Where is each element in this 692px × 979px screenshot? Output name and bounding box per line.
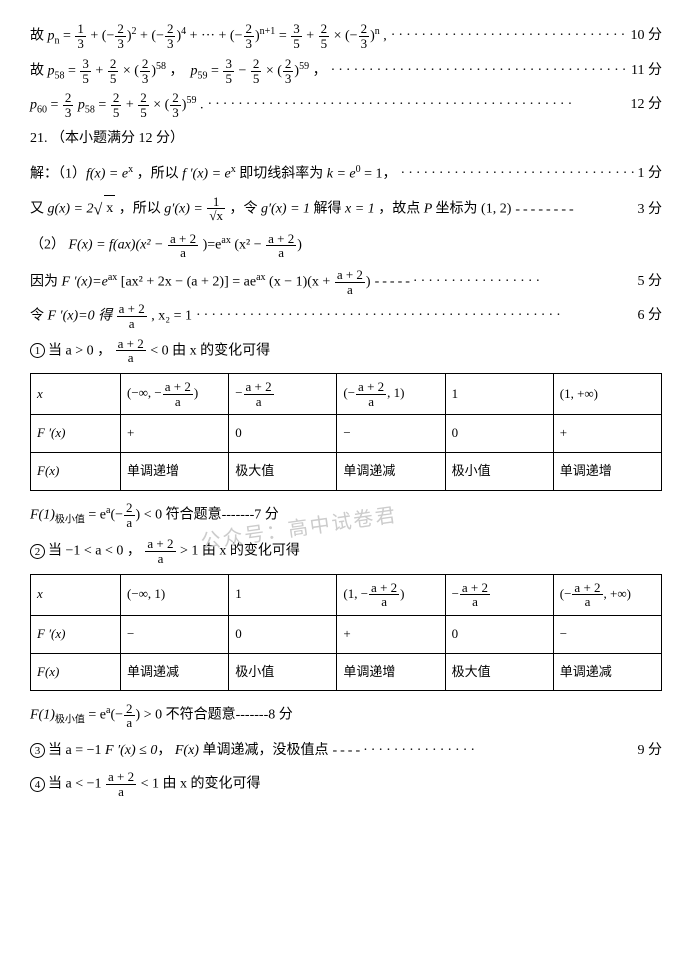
eq-p58-p59: 故 p58 = 35 + 25 × (23)58 ， p59 = 35 − 25…	[30, 57, 662, 86]
part2-Fx: （2） F(x) = f(ax)(x² − a + 2a )=eax (x² −…	[30, 231, 662, 260]
sol-1: 解：（1）f(x) = ex ，所以 f ′(x) = ex 即切线斜率为 k …	[30, 160, 662, 188]
case1: 1当 a > 0 ， a + 2a < 0 由 x 的变化可得	[30, 337, 662, 365]
case4: 4当 a < −1 a + 2a < 1 由 x 的变化可得	[30, 770, 662, 798]
q21-header: 21. （本小题满分 12 分）	[30, 126, 662, 153]
eq-pn: 故 pn = 13 + (−23)2 + (−23)4 + ··· + (−23…	[30, 22, 662, 51]
table-case2: x (−∞, 1) 1 (1, −a + 2a) −a + 2a (−a + 2…	[30, 574, 662, 692]
sol-gx: 又 g(x) = 2√x ，所以 g′(x) = 1√x ，令 g′(x) = …	[30, 195, 662, 226]
case3: 3当 a = −1 F ′(x) ≤ 0， F(x) 单调递减，没极值点 ---…	[30, 738, 662, 765]
eq-p60: p60 = 23 p58 = 25 + 25 × (23)59 . ······…	[30, 91, 662, 120]
Fzero: 令 F ′(x)=0 得 a + 2a , x₂ = 1 ···········…	[30, 302, 662, 330]
F1-min-b: F(1)极小值 = ea(−2a) > 0 不符合题意-------8 分	[30, 701, 662, 730]
F1-min-a: F(1)极小值 = ea(−2a) < 0 符合题意-------7 分	[30, 501, 662, 530]
case2: 2当 −1 < a < 0 ， a + 2a > 1 由 x 的变化可得	[30, 537, 662, 565]
Fprime: 因为 F ′(x)=eax [ax² + 2x − (a + 2)] = aea…	[30, 268, 662, 297]
table-case1: x (−∞, −a + 2a) −a + 2a (−a + 2a, 1) 1 (…	[30, 373, 662, 491]
